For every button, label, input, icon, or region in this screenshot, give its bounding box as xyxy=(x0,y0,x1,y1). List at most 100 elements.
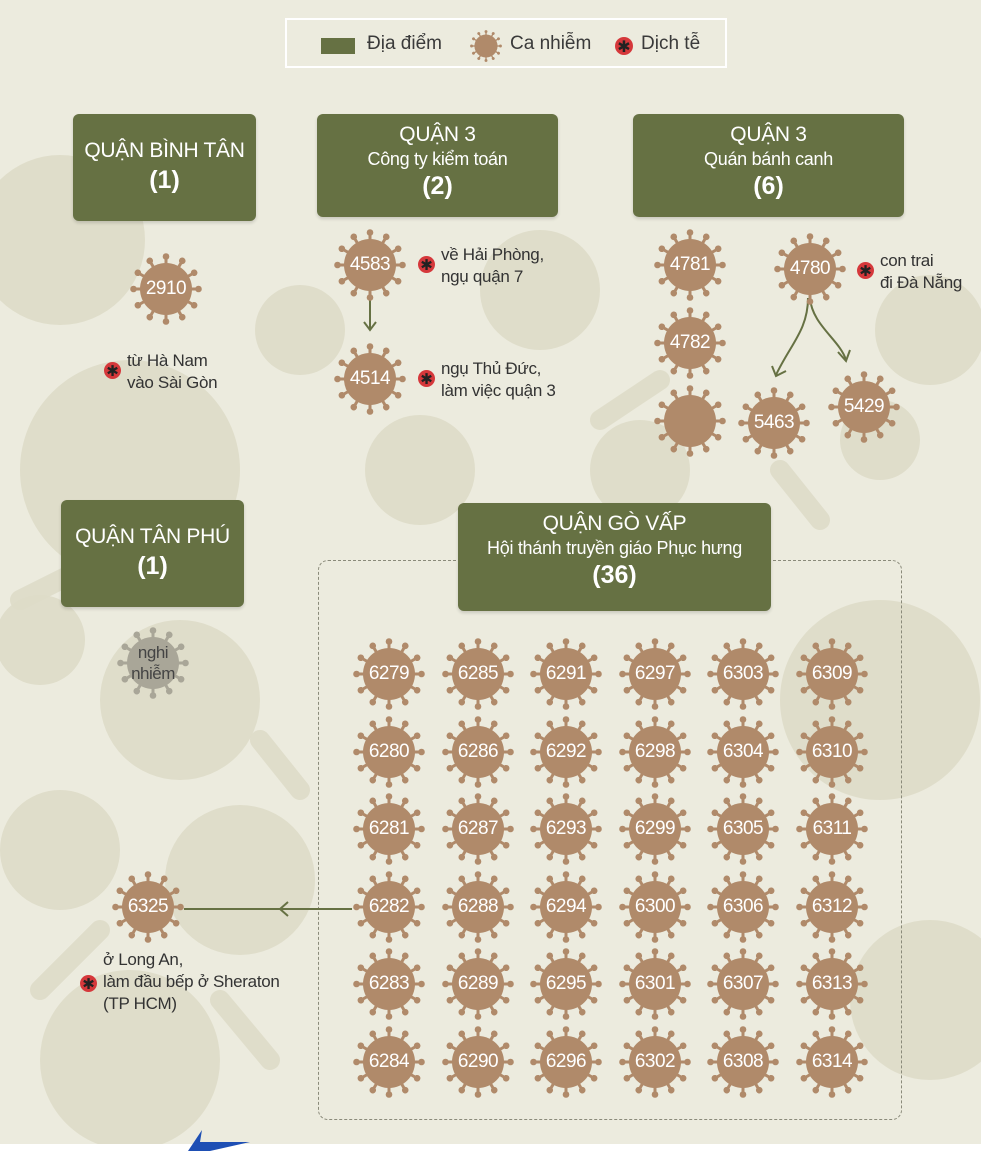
case-number: 6291 xyxy=(545,663,587,684)
case-number: 6312 xyxy=(811,896,853,917)
bottom-strip xyxy=(0,1144,981,1151)
case-number: 6293 xyxy=(545,818,587,839)
case-number: 6296 xyxy=(545,1051,587,1072)
location-title: QUẬN 3 xyxy=(730,123,807,146)
legend-epi-dot-icon: ✱ xyxy=(615,37,633,56)
case-number: 6307 xyxy=(722,973,764,994)
location-count: (2) xyxy=(422,172,453,200)
note-4514: ngụ Thủ Đức, làm việc quận 3 xyxy=(441,358,556,402)
case-suspected-label: nghi nhiễm xyxy=(131,643,175,683)
case-number: 6311 xyxy=(812,818,852,839)
epi-dot-icon: ✱ xyxy=(857,262,874,280)
case-number: 6287 xyxy=(457,818,499,839)
note-line: ở Long An, xyxy=(103,950,183,969)
note-line: làm đầu bếp ở Sheraton xyxy=(103,972,280,991)
case-6295: 6295 xyxy=(530,948,602,1020)
epi-dot-icon: ✱ xyxy=(80,975,97,993)
case-number: 6290 xyxy=(457,1051,499,1072)
case-number: 6279 xyxy=(368,663,410,684)
case-number: 6289 xyxy=(457,973,499,994)
case-number: 6300 xyxy=(634,896,676,917)
case-6282: 6282 xyxy=(353,871,425,943)
case-6279: 6279 xyxy=(353,638,425,710)
case-number: 6304 xyxy=(722,741,764,762)
case-6280: 6280 xyxy=(353,716,425,788)
case-number: 6294 xyxy=(545,896,587,917)
case-number: 4782 xyxy=(669,332,711,353)
case-5463: 5463 xyxy=(738,387,810,459)
case-6304: 6304 xyxy=(707,716,779,788)
case-4780: 4780 xyxy=(774,233,846,305)
case-6290: 6290 xyxy=(442,1026,514,1098)
note-line: từ Hà Nam xyxy=(127,351,208,370)
location-count: (36) xyxy=(592,561,637,589)
case-number: 6292 xyxy=(545,741,587,762)
legend-case-label: Ca nhiễm xyxy=(510,33,592,54)
case-number: 6297 xyxy=(634,663,676,684)
location-subtitle: Hội thánh truyền giáo Phục hưng xyxy=(487,538,742,558)
case-number: 6325 xyxy=(127,896,169,917)
location-box-binh-tan: QUẬN BÌNH TÂN (1) xyxy=(73,114,256,221)
case-4583: 4583 xyxy=(334,229,406,301)
case-6300: 6300 xyxy=(619,871,691,943)
case-6283: 6283 xyxy=(353,948,425,1020)
case-number: 6309 xyxy=(811,663,853,684)
case-6291: 6291 xyxy=(530,638,602,710)
case-number: 6305 xyxy=(722,818,764,839)
case-6305: 6305 xyxy=(707,793,779,865)
location-box-q3-noodle: QUẬN 3 Quán bánh canh (6) xyxy=(633,114,904,217)
case-6314: 6314 xyxy=(796,1026,868,1098)
note-4583: về Hải Phòng, ngụ quận 7 xyxy=(441,244,544,288)
note-line: làm việc quận 3 xyxy=(441,381,556,400)
case-number: 6310 xyxy=(811,741,853,762)
note-line: ngụ Thủ Đức, xyxy=(441,359,542,378)
note-4780: con trai đi Đà Nẵng xyxy=(880,250,962,294)
legend: Địa điểm Ca nhiễm ✱ Dịch tễ xyxy=(285,18,727,68)
case-4781: 4781 xyxy=(654,229,726,301)
case-number: 6306 xyxy=(722,896,764,917)
case-6312: 6312 xyxy=(796,871,868,943)
case-suspected: nghi nhiễm xyxy=(117,627,189,699)
note-line: (TP HCM) xyxy=(103,994,177,1013)
case-5429: 5429 xyxy=(828,371,900,443)
location-count: (1) xyxy=(149,166,180,194)
case-number: 6308 xyxy=(722,1051,764,1072)
case-6303: 6303 xyxy=(707,638,779,710)
case-number: 6284 xyxy=(368,1051,410,1072)
case-number: 6301 xyxy=(634,973,676,994)
legend-epi-label: Dịch tễ xyxy=(641,33,701,54)
case-number: 5463 xyxy=(753,412,795,433)
location-subtitle: Công ty kiểm toán xyxy=(367,149,508,169)
case-6285: 6285 xyxy=(442,638,514,710)
case-6306: 6306 xyxy=(707,871,779,943)
note-6325: ở Long An, làm đầu bếp ở Sheraton (TP HC… xyxy=(103,949,280,1015)
case-6308: 6308 xyxy=(707,1026,779,1098)
location-subtitle: Quán bánh canh xyxy=(704,149,833,169)
note-2910: từ Hà Nam vào Sài Gòn xyxy=(127,350,218,394)
case-6292: 6292 xyxy=(530,716,602,788)
case-number: 6299 xyxy=(634,818,676,839)
case-number: 4781 xyxy=(669,254,711,275)
case-6310: 6310 xyxy=(796,716,868,788)
case-6293: 6293 xyxy=(530,793,602,865)
note-line: vào Sài Gòn xyxy=(127,373,218,392)
case-6284: 6284 xyxy=(353,1026,425,1098)
case-6302: 6302 xyxy=(619,1026,691,1098)
case-number: 6285 xyxy=(457,663,499,684)
case-6289: 6289 xyxy=(442,948,514,1020)
case-6309: 6309 xyxy=(796,638,868,710)
case-6299: 6299 xyxy=(619,793,691,865)
case-6297: 6297 xyxy=(619,638,691,710)
case-6281: 6281 xyxy=(353,793,425,865)
case-4514: 4514 xyxy=(334,343,406,415)
case-number: 5429 xyxy=(843,396,885,417)
case-6287: 6287 xyxy=(442,793,514,865)
epi-dot-icon: ✱ xyxy=(104,362,121,380)
case-number: 6280 xyxy=(368,741,410,762)
case-number: 6303 xyxy=(722,663,764,684)
case-number: 6302 xyxy=(634,1051,676,1072)
case-number: 6282 xyxy=(368,896,410,917)
location-box-tan-phu: QUẬN TÂN PHÚ (1) xyxy=(61,500,244,607)
case-unlabeled xyxy=(654,385,726,457)
